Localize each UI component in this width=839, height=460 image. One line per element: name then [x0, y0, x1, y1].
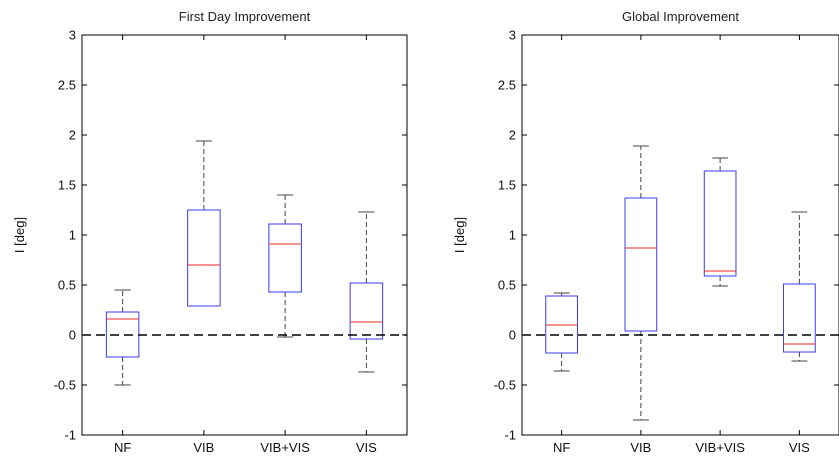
x-tick-label: VIB+VIS	[260, 440, 310, 455]
y-tick-label: 2	[69, 128, 76, 143]
chart-title: First Day Improvement	[179, 9, 311, 24]
y-tick-label: -0.5	[54, 378, 76, 393]
x-tick-label: VIB	[630, 440, 651, 455]
x-tick-label: VIB+VIS	[695, 440, 745, 455]
y-tick-label: 1	[509, 228, 516, 243]
y-tick-label: -0.5	[494, 378, 516, 393]
y-tick-label: -1	[504, 428, 516, 443]
box-vib-vis	[703, 170, 737, 277]
box-vib-vis	[268, 223, 302, 293]
chart-title: Global Improvement	[622, 9, 739, 24]
x-tick-label: NF	[553, 440, 570, 455]
x-tick-label: NF	[114, 440, 131, 455]
y-tick-label: 0.5	[498, 278, 516, 293]
y-tick-label: 0	[509, 328, 516, 343]
x-tick-label: VIB	[193, 440, 214, 455]
y-tick-label: 1.5	[58, 178, 76, 193]
y-axis-label: I [deg]	[452, 217, 467, 253]
y-tick-label: 3	[69, 28, 76, 43]
box-vis	[783, 283, 816, 353]
box-vib	[624, 197, 658, 332]
x-tick-label: VIS	[789, 440, 810, 455]
y-tick-label: 2.5	[58, 78, 76, 93]
y-tick-label: -1	[64, 428, 76, 443]
plot-area-1	[81, 34, 408, 436]
x-tick-label: VIS	[356, 440, 377, 455]
plot-area-2	[521, 34, 839, 436]
y-axis-label: I [deg]	[12, 217, 27, 253]
y-tick-label: 0	[69, 328, 76, 343]
y-tick-label: 1	[69, 228, 76, 243]
y-tick-label: 2.5	[498, 78, 516, 93]
box-vis	[349, 282, 384, 340]
box-vib	[187, 209, 221, 307]
y-tick-label: 0.5	[58, 278, 76, 293]
y-tick-label: 3	[509, 28, 516, 43]
y-tick-label: 2	[509, 128, 516, 143]
y-tick-label: 1.5	[498, 178, 516, 193]
